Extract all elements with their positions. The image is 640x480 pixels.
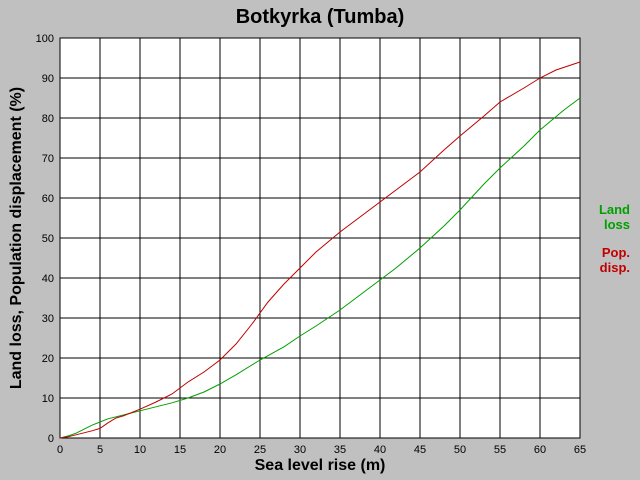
y-tick-label: 30 [42,313,54,325]
y-tick-label: 90 [42,73,54,85]
y-tick-label: 0 [48,433,54,445]
x-tick-label: 15 [174,444,186,456]
legend-pop-disp-line1: Pop. [601,245,630,260]
y-tick-label: 10 [42,393,54,405]
y-tick-label: 50 [42,233,54,245]
legend-land-loss-line2: loss [603,217,630,232]
x-tick-label: 5 [97,444,103,456]
x-tick-label: 25 [254,444,266,456]
legend-land-loss: Land loss [599,202,630,232]
y-tick-label: 70 [42,153,54,165]
series-lines [59,61,581,439]
y-tick-label: 20 [42,353,54,365]
x-tick-label: 10 [134,444,146,456]
x-tick-label: 30 [294,444,306,456]
chart-title: Botkyrka (Tumba) [235,6,405,28]
x-tick-label: 20 [214,444,226,456]
y-tick-label: 100 [36,33,54,45]
pop-disp-line [59,61,581,439]
land-loss-line [59,97,581,439]
x-tick-label: 0 [57,444,63,456]
tick-labels: 0 5 10 15 20 25 30 35 40 45 50 55 60 65 0 10 20 30 40 50 60 7… [36,33,586,456]
x-tick-label: 65 [574,444,586,456]
x-tick-label: 55 [494,444,506,456]
x-tick-label: 40 [374,444,386,456]
legend-pop-disp-line2: disp. [599,260,630,275]
y-tick-label: 60 [42,193,54,205]
grid-lines [59,37,581,439]
x-tick-label: 60 [534,444,546,456]
legend-land-loss-line1: Land [598,202,630,217]
legend-pop-disp: Pop. disp. [600,245,630,275]
x-tick-label: 45 [414,444,426,456]
y-tick-label: 40 [42,273,54,285]
x-axis-label: Sea level rise (m) [254,457,386,474]
y-axis-label: Land loss, Population displacement (%) [8,86,25,390]
x-tick-label: 35 [334,444,346,456]
x-tick-label: 50 [454,444,466,456]
y-tick-label: 80 [42,113,54,125]
